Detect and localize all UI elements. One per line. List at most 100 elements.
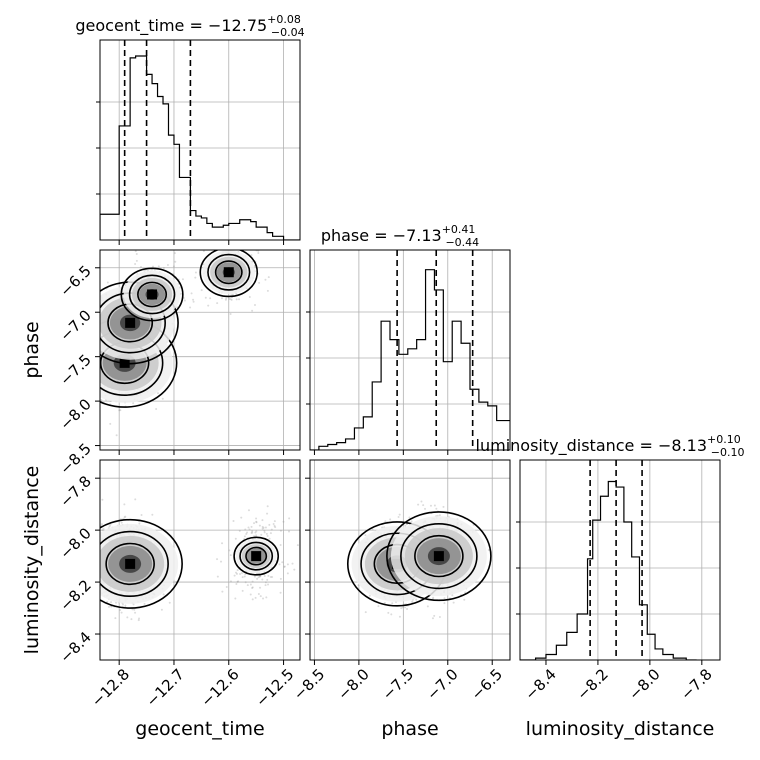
hist-panel-geocent_time: geocent_time = −12.75+0.08 −0.04 (75, 13, 305, 245)
scatter-point (282, 520, 285, 523)
scatter-point (225, 297, 228, 300)
panel-geocent_time-vs-luminosity_distance (88, 459, 301, 665)
title-minus: −0.04 (271, 26, 305, 39)
scatter-point (183, 299, 186, 302)
scatter-point (387, 611, 390, 614)
scatter-point (247, 509, 250, 512)
grid-luminosity_distance (520, 460, 720, 660)
scatter-point (190, 292, 193, 295)
scatter-point (240, 516, 243, 519)
scatter-point (173, 252, 176, 255)
scatter-point (101, 498, 104, 501)
scatter-point (88, 547, 90, 549)
scatter-point (266, 512, 269, 515)
scatter-point (237, 580, 240, 583)
scatter-point (487, 548, 490, 551)
title-plus: +0.08 (267, 13, 301, 26)
scatter-point (246, 233, 248, 235)
scatter-point (239, 573, 242, 576)
scatter-point (250, 525, 253, 528)
scatter-point (371, 528, 374, 531)
scatter-point (84, 344, 86, 346)
scatter-point (264, 581, 267, 584)
scatter-point (422, 504, 425, 507)
scatter-point (432, 596, 435, 599)
scatter-point (243, 248, 245, 250)
scatter-point (253, 265, 256, 268)
scatter-point (155, 247, 157, 249)
scatter-point (404, 606, 407, 609)
grid-phase (310, 250, 510, 450)
scatter-point (100, 399, 103, 402)
scatter-point (279, 591, 282, 594)
scatter-point (166, 263, 169, 266)
scatter-point (94, 343, 96, 345)
scatter-point (163, 241, 165, 243)
contour-line (233, 536, 280, 576)
scatter-point (204, 296, 207, 299)
scatter-point (246, 584, 249, 587)
title-text: geocent_time = −12.75 (75, 16, 267, 36)
scatter-point (75, 341, 77, 343)
scatter-point (106, 281, 109, 284)
scatter-point (257, 592, 260, 595)
scatter-point (398, 615, 401, 618)
scatter-point (93, 553, 95, 555)
density-peak (125, 558, 136, 569)
scatter-point (119, 409, 122, 412)
scatter-point (121, 603, 124, 606)
contour-line (245, 546, 268, 566)
hist-geocent_time (100, 55, 300, 240)
scatter-point (248, 247, 250, 249)
scatter-point (236, 241, 238, 243)
scatter-point (221, 297, 224, 300)
scatter-point (233, 247, 235, 249)
scatter-point (134, 263, 137, 266)
scatter-point (260, 533, 263, 536)
scatter-point (286, 572, 289, 575)
scatter-point (253, 575, 256, 578)
density-peak (223, 267, 234, 278)
scatter-point (226, 243, 228, 245)
scatter-point (115, 434, 118, 437)
scatter-point (261, 527, 264, 530)
scatter-point (296, 544, 299, 547)
scatter-point (229, 297, 232, 300)
scatter-point (253, 522, 256, 525)
scatter-point (377, 605, 380, 608)
scatter-point (262, 597, 265, 600)
scatter-point (244, 528, 247, 531)
scatter-point (433, 614, 436, 617)
scatter-point (452, 601, 455, 604)
scatter-point (286, 563, 289, 566)
frame-luminosity_distance (519, 459, 721, 661)
panel-phase-vs-luminosity_distance (305, 459, 511, 665)
scatter-point (398, 513, 401, 516)
scatter-point (263, 529, 266, 532)
scatter-point (220, 560, 223, 563)
title-luminosity_distance: luminosity_distance = −8.13+0.10 −0.10 (476, 433, 745, 459)
density-peak (125, 317, 136, 328)
scatter-point (241, 589, 244, 592)
title-minus: −0.10 (711, 446, 745, 459)
scatter-point (255, 534, 258, 537)
scatter-point (259, 586, 262, 589)
title-plus: +0.10 (707, 433, 741, 446)
scatter-point (120, 521, 123, 524)
scatter-point (120, 611, 123, 614)
scatter-point (269, 532, 272, 535)
scatter-point (123, 516, 126, 519)
scatter-point (225, 585, 228, 588)
scatter-point (189, 306, 192, 309)
scatter-point (368, 594, 371, 597)
scatter-point (220, 245, 222, 247)
scatter-point (236, 241, 238, 243)
scatter-point (134, 498, 137, 501)
scatter-point (404, 524, 407, 527)
scatter-point (95, 361, 97, 363)
scatter-point (258, 281, 261, 284)
scatter-point (279, 544, 282, 547)
scatter-point (400, 607, 403, 610)
contour-line (100, 530, 169, 597)
scatter-point (97, 565, 99, 567)
